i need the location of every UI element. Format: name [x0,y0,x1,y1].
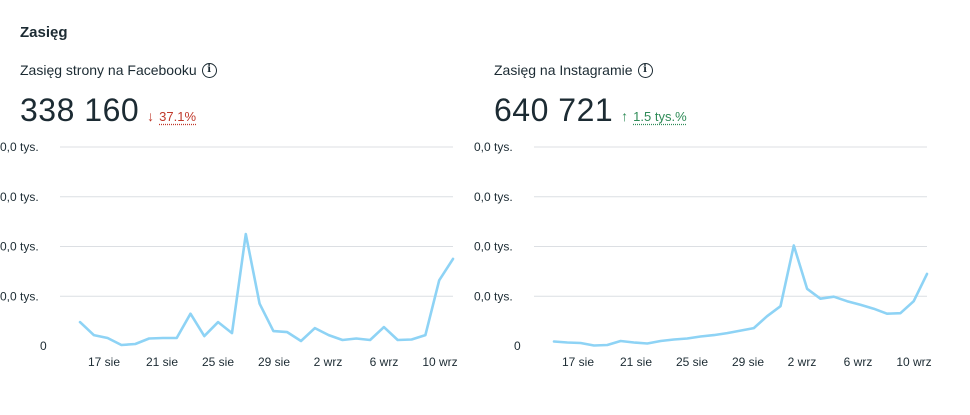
info-icon[interactable]: i [637,62,653,78]
x-tick-label: 10 wrz [896,355,931,369]
x-tick-label: 6 wrz [844,355,873,369]
panel-title: Zasięg strony na Facebooku [20,62,197,78]
y-tick-label: 0,0 tys. [474,289,513,303]
y-tick-label: 0,0 tys. [474,240,513,254]
x-tick-label: 10 wrz [422,355,457,369]
arrow-up-icon: ↑ [621,108,629,124]
x-tick-label: 29 sie [732,355,764,369]
x-tick-label: 2 wrz [788,355,817,369]
x-tick-label: 25 sie [202,355,234,369]
change-indicator[interactable]: ↓ 37.1% [147,108,196,124]
x-tick-label: 21 sie [146,355,178,369]
metric: 338 160 ↓ 37.1% [20,92,196,129]
metric: 640 721 ↑ 1.5 tys.% [494,92,687,129]
y-tick-label: 0,0 tys. [0,140,39,154]
panel-title: Zasięg na Instagramie [494,62,633,78]
info-icon[interactable]: i [201,62,217,78]
x-tick-label: 29 sie [258,355,290,369]
x-tick-label: 21 sie [620,355,652,369]
instagram-reach-panel: Zasięg na Instagramie i 640 721 ↑ 1.5 ty… [474,60,944,400]
metric-value: 640 721 [494,92,614,128]
y-tick-label: 0,0 tys. [0,190,39,204]
x-tick-label: 6 wrz [370,355,399,369]
series-line [552,244,929,347]
facebook-reach-panel: Zasięg strony na Facebooku i 338 160 ↓ 3… [0,60,470,400]
change-percent: 37.1% [159,109,197,124]
change-percent: 1.5 tys.% [633,109,687,124]
panel-header: Zasięg na Instagramie i [494,62,653,78]
panel-header: Zasięg strony na Facebooku i [20,62,217,78]
y-tick-label: 0,0 tys. [474,140,513,154]
y-tick-label: 0 [40,339,47,353]
y-tick-label: 0 [514,339,521,353]
metric-value: 338 160 [20,92,140,128]
facebook-reach-chart: 0 0,0 tys. 0,0 tys. 0,0 tys. 0,0 tys. 17 sie 2… [0,140,458,369]
change-indicator[interactable]: ↑ 1.5 tys.% [621,108,686,124]
arrow-down-icon: ↓ [147,108,155,124]
instagram-reach-chart: 0 0,0 tys. 0,0 tys. 0,0 tys. 0,0 tys. 17 sie 2… [474,140,932,369]
x-tick-label: 17 sie [88,355,120,369]
y-tick-label: 0,0 tys. [474,190,513,204]
section-title: Zasięg [20,24,68,41]
y-tick-label: 0,0 tys. [0,240,39,254]
series-line [78,232,455,347]
x-tick-label: 2 wrz [314,355,343,369]
x-tick-label: 25 sie [676,355,708,369]
y-tick-label: 0,0 tys. [0,289,39,303]
x-tick-label: 17 sie [562,355,594,369]
